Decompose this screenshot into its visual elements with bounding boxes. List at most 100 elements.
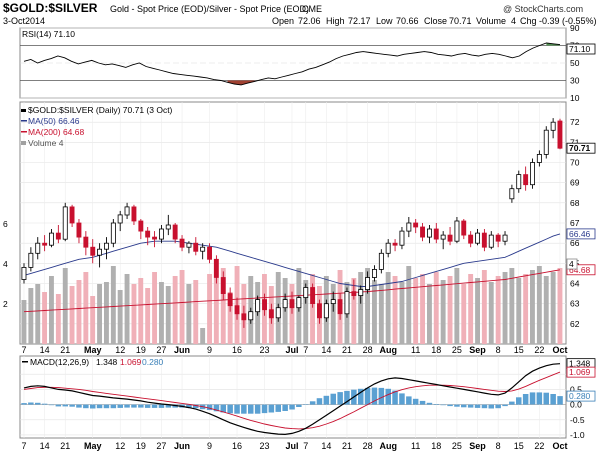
x-tick-label: 12 bbox=[115, 345, 125, 355]
x-tick-label: Sep bbox=[469, 441, 486, 451]
volume-bar bbox=[523, 274, 529, 344]
x-tick-label: 23 bbox=[260, 441, 270, 451]
macd-hist-bar bbox=[467, 404, 474, 408]
legend-swatch-price bbox=[21, 109, 26, 112]
macd-hist-bar bbox=[509, 401, 515, 405]
x-tick-label: 9 bbox=[207, 345, 212, 355]
macd-hist-bar bbox=[21, 403, 27, 405]
macd-tick-label: 0.5 bbox=[570, 384, 582, 394]
candle-body bbox=[316, 303, 322, 319]
price-tick-label: 71 bbox=[570, 137, 580, 147]
volume-bar bbox=[461, 284, 467, 344]
candle-body bbox=[447, 234, 453, 242]
volume-bar bbox=[454, 268, 460, 344]
price-badge-label: 66.46 bbox=[569, 229, 591, 239]
candle-body bbox=[83, 236, 89, 248]
macd-hist-bar bbox=[206, 404, 213, 411]
candle-body bbox=[378, 252, 384, 270]
volume-bar bbox=[495, 276, 501, 344]
x-tick-label: 15 bbox=[514, 441, 524, 451]
candle-body bbox=[344, 291, 350, 315]
macd-hist-bar bbox=[241, 404, 247, 414]
volume-bar bbox=[110, 266, 116, 344]
volume-ticks: 6 4 2 bbox=[3, 219, 8, 309]
candle-body bbox=[42, 242, 48, 246]
x-tick-label: 21 bbox=[342, 345, 352, 355]
macd-hist-bar bbox=[495, 404, 501, 409]
macd-hist-bar bbox=[289, 404, 295, 410]
symbol-description: Gold - Spot Price (EOD)/Silver - Spot Pr… bbox=[110, 4, 309, 14]
candle-body bbox=[289, 299, 295, 309]
legend-ma50: MA(50) 66.46 bbox=[28, 116, 80, 126]
macd-hist-bar bbox=[268, 404, 275, 413]
volume-bar bbox=[227, 292, 233, 344]
candle-body bbox=[62, 206, 68, 240]
macd-hist-bar bbox=[158, 404, 165, 408]
candle-body bbox=[124, 206, 130, 216]
candle-body bbox=[193, 242, 199, 252]
candle-body bbox=[110, 222, 116, 244]
rsi-badge-box bbox=[566, 43, 596, 55]
chg-label: Chg bbox=[520, 16, 537, 26]
price-panel: 7271706968676665646362 642 70.7166.4664.… bbox=[3, 101, 596, 345]
candle-body bbox=[131, 206, 137, 222]
price-tick-label: 67 bbox=[570, 218, 580, 228]
x-tick-label: 14 bbox=[40, 441, 50, 451]
macd-hist-bar bbox=[28, 402, 34, 405]
volume-bar bbox=[365, 268, 370, 344]
x-tick-label: Aug bbox=[379, 345, 397, 355]
macd-hist-bar bbox=[522, 394, 529, 405]
price-tick-label: 68 bbox=[570, 198, 580, 208]
legend-ma200: MA(200) 64.68 bbox=[28, 127, 84, 137]
macd-hist-bar bbox=[316, 398, 323, 405]
volume-tick-label: 2 bbox=[3, 299, 8, 309]
open-value: 72.06 bbox=[298, 16, 321, 26]
x-tick-label: 8 bbox=[496, 441, 501, 451]
macd-hist-bar bbox=[481, 404, 488, 409]
price-ticks: 7271706968676665646362 bbox=[570, 117, 580, 329]
x-tick-label: 14 bbox=[321, 345, 331, 355]
price-tick-label: 66 bbox=[570, 238, 580, 248]
candle-body bbox=[241, 313, 247, 321]
x-tick-label: Sep bbox=[469, 345, 486, 355]
candle-body bbox=[358, 289, 364, 296]
macd-hist-bar bbox=[358, 388, 364, 405]
rsi-last-badge: 71.10 bbox=[566, 43, 596, 55]
macd-hist-bar bbox=[186, 404, 192, 408]
x-tick-label: 23 bbox=[260, 345, 270, 355]
legend-price: $GOLD:$SILVER (Daily) 70.71 (3 Oct) bbox=[28, 105, 173, 115]
macd-hist-bar bbox=[529, 392, 536, 405]
macd-hist-bar bbox=[131, 404, 137, 408]
macd-hist-bar bbox=[474, 404, 481, 408]
x-tick-label: 28 bbox=[363, 441, 373, 451]
volume-bar bbox=[502, 272, 508, 344]
candle-body bbox=[186, 242, 192, 248]
volume-bar bbox=[536, 266, 542, 344]
candle-body bbox=[406, 222, 412, 232]
volume-bar bbox=[131, 284, 137, 344]
macd-grid bbox=[20, 356, 566, 438]
price-tick-label: 69 bbox=[570, 178, 580, 188]
macd-hist-bar bbox=[248, 404, 254, 414]
candle-body bbox=[543, 129, 549, 155]
candle-body bbox=[536, 153, 542, 163]
price-tick-label: 70 bbox=[570, 158, 580, 168]
macd-hist-bar bbox=[419, 400, 426, 405]
macd-hist-bar bbox=[323, 395, 330, 405]
legend-swatch-ma50 bbox=[21, 120, 27, 122]
candle-body bbox=[55, 232, 61, 240]
candle-body bbox=[337, 299, 343, 315]
macd-hist-bar bbox=[96, 404, 103, 409]
macd-hist-bar bbox=[536, 392, 543, 405]
macd-hist-bar bbox=[193, 404, 199, 409]
volume-bar bbox=[440, 280, 446, 344]
price-badges: 70.71 66.46 64.684 bbox=[566, 142, 596, 276]
open-label: Open bbox=[272, 16, 294, 26]
macd-hist-bar bbox=[461, 404, 467, 408]
x-tick-label: 7 bbox=[303, 345, 308, 355]
macd-hist-bar bbox=[330, 393, 336, 405]
x-tick-label: Aug bbox=[379, 441, 397, 451]
volume-bar bbox=[165, 286, 171, 344]
macd-hist-bar bbox=[378, 387, 385, 405]
macd-hist-bar bbox=[412, 398, 419, 405]
